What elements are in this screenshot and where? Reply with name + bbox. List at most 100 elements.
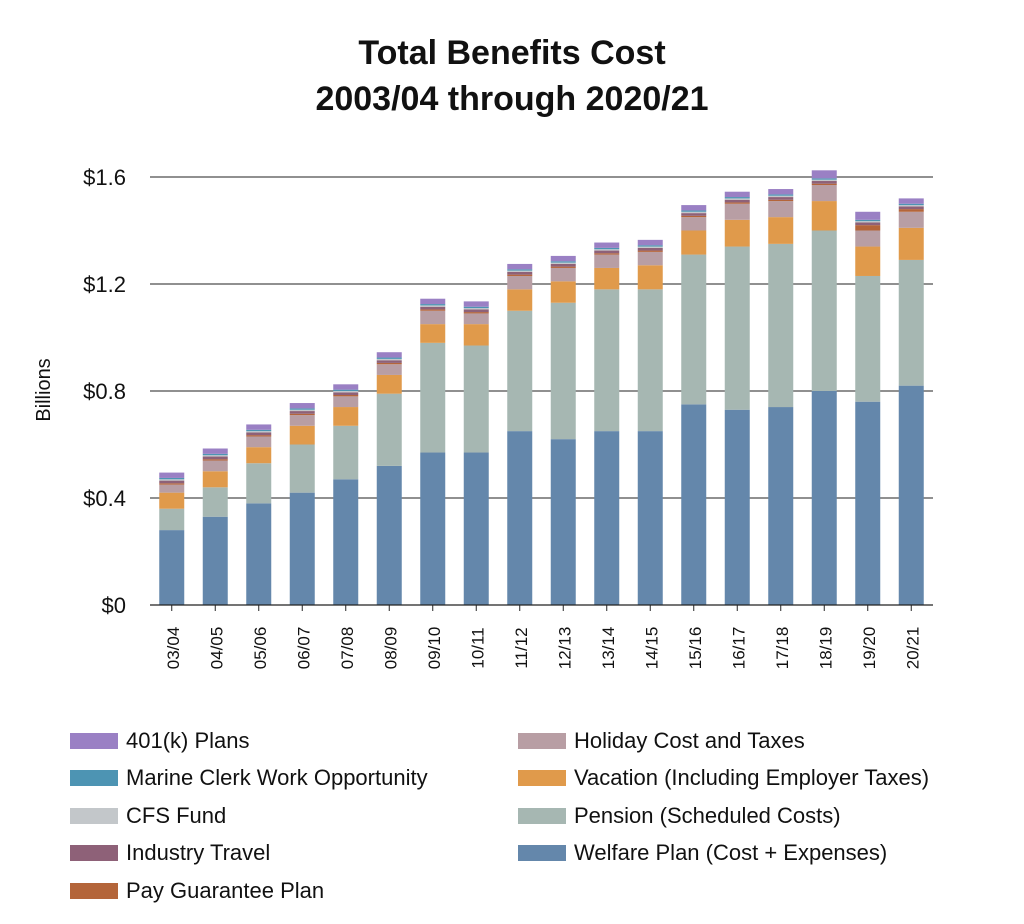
x-tick-label: 13/14 [599,627,618,670]
y-tick-label: $0.8 [83,379,126,404]
bar-segment [507,431,533,605]
bar-segment [420,305,446,307]
bar-segment [202,460,228,472]
legend-item: Vacation (Including Employer Taxes) [518,760,929,798]
bar-segment [463,309,489,313]
bar-segment [811,230,837,391]
bar-segment [724,203,750,220]
bar-segment [289,409,315,412]
bar-segment [855,222,881,226]
x-tick-label: 07/08 [338,627,357,670]
bar-segment [724,246,750,410]
legend-swatch [70,882,118,899]
bar-segment [898,211,924,228]
legend-item: Welfare Plan (Cost + Expenses) [518,835,929,873]
bar-segment [637,246,663,248]
x-tick-label: 04/05 [207,627,226,670]
bar-segment [768,243,794,408]
bar-segment [594,242,620,248]
bar-segment [202,448,228,454]
bar-segment [202,456,228,460]
legend-left-column: 401(k) Plans Marine Clerk Work Opportunit… [70,722,428,910]
bar-segment [724,219,750,247]
bar-segment [811,179,837,182]
bar-segment [724,191,750,198]
legend-swatch [518,732,566,749]
bar-segment [811,391,837,605]
bar-segment [333,395,359,397]
bar-segment [681,230,707,255]
bar-segment [202,459,228,461]
bar-segment [811,170,837,179]
bar-segment [855,221,881,223]
bar-segment [289,425,315,445]
bar-segment [594,253,620,255]
bar-segment [202,516,228,605]
bar-segment [637,250,663,252]
bar-segment [376,357,402,359]
bar-segment [550,439,576,605]
x-tick-label: 14/15 [642,627,661,670]
bar-segment [681,254,707,405]
bar-segment [463,312,489,314]
bar-segment [333,407,359,426]
bar-segment [550,267,576,282]
bar-segment [420,324,446,343]
bar-segment [550,266,576,268]
bar-segment [855,275,881,402]
bar-segment [550,255,576,262]
legend-item: Pension (Scheduled Costs) [518,797,929,835]
bar-segment [159,492,185,509]
bar-segment [463,301,489,307]
x-tick-label: 06/07 [294,627,313,670]
y-axis-label: Billions [33,358,55,421]
bar-segment [246,503,272,605]
legend-item: Industry Travel [70,835,428,873]
x-tick-label: 18/19 [816,627,835,670]
bar-segment [768,407,794,605]
bar-segment [246,432,272,436]
bar-segment [420,452,446,605]
bar-segment [811,201,837,231]
bar-segment [246,429,272,432]
legend-label: Pension (Scheduled Costs) [574,802,841,828]
bar-segment [333,396,359,408]
bar-segment [507,310,533,432]
bar-segment [550,281,576,303]
bar-segment [507,275,533,290]
bar-segment [289,411,315,414]
bar-segment [246,431,272,433]
bar-segment [289,408,315,410]
bar-segment [246,424,272,430]
legend-item: CFS Fund [70,797,428,835]
bar-segment [159,530,185,605]
bar-segment [507,289,533,311]
bar-segment [507,263,533,270]
bar-segment [333,384,359,390]
bar-segment [681,211,707,214]
bar-segment [246,447,272,464]
bar-segment [420,304,446,306]
bar-segment [681,217,707,231]
bar-segment [507,271,533,275]
bar-segment [724,197,750,199]
legend-swatch [518,845,566,862]
bar-segment [463,345,489,453]
bar-segment [202,471,228,488]
legend-item: Pay Guarantee Plan [70,872,428,910]
bar-segment [637,245,663,247]
bar-segment [289,492,315,605]
bar-segment [246,463,272,504]
bar-segment [463,308,489,310]
legend-label: Industry Travel [126,840,271,866]
y-tick-label: $1.2 [83,272,126,297]
legend-item: 401(k) Plans [70,722,428,760]
bar-segment [811,178,837,180]
y-tick-label: $0.4 [83,486,126,511]
bar-segment [333,391,359,393]
bar-segment [724,409,750,605]
bar-segment [594,254,620,268]
bar-segment [420,309,446,311]
x-tick-label: 15/16 [686,627,705,670]
bar-segment [463,306,489,309]
